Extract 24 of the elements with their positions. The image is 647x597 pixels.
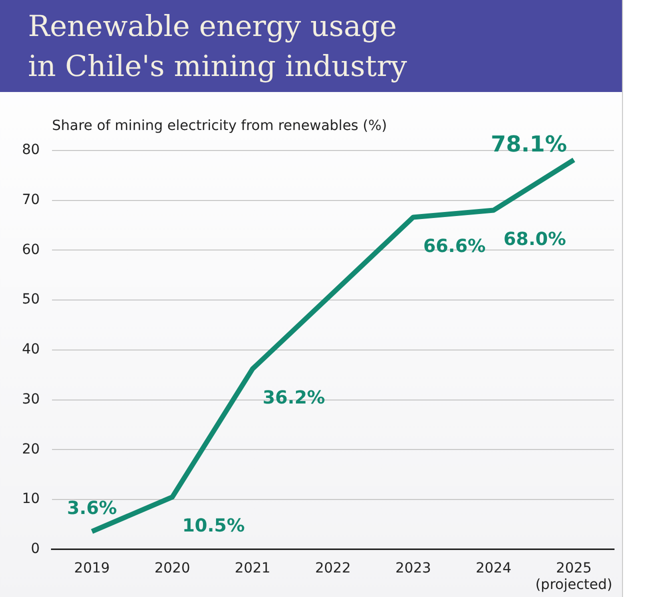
x-tick-label: 2023 <box>395 560 432 576</box>
data-label: 36.2% <box>262 388 326 409</box>
y-tick-label: 70 <box>22 192 40 208</box>
x-tick-label: 2022 <box>315 560 351 576</box>
x-tick-label: 2020 <box>154 560 190 576</box>
data-label: 78.1% <box>490 132 568 158</box>
chart-title: Renewable energy usage in Chile's mining industry <box>0 0 622 92</box>
x-tick-label: 2019 <box>74 560 110 576</box>
y-tick-label: 40 <box>22 342 40 358</box>
y-tick-label: 0 <box>30 541 40 558</box>
y-tick-label: 50 <box>22 292 40 308</box>
x-tick-label: 2024 <box>476 560 512 576</box>
data-label: 3.6% <box>67 498 117 520</box>
y-tick-label: 80 <box>22 142 40 158</box>
data-label: 66.6% <box>423 236 486 257</box>
y-axis-title: Share of mining electricity from renewables (%) <box>52 118 388 134</box>
x-tick-label: 2025 (projected) <box>535 560 612 594</box>
y-tick-label: 20 <box>22 441 40 458</box>
y-tick-label: 10 <box>22 491 40 508</box>
y-tick-label: 60 <box>22 242 40 258</box>
x-tick-label: 2021 <box>234 560 270 576</box>
y-tick-label: 30 <box>22 391 40 408</box>
data-label: 10.5% <box>182 516 245 537</box>
data-label: 68.0% <box>504 228 566 250</box>
